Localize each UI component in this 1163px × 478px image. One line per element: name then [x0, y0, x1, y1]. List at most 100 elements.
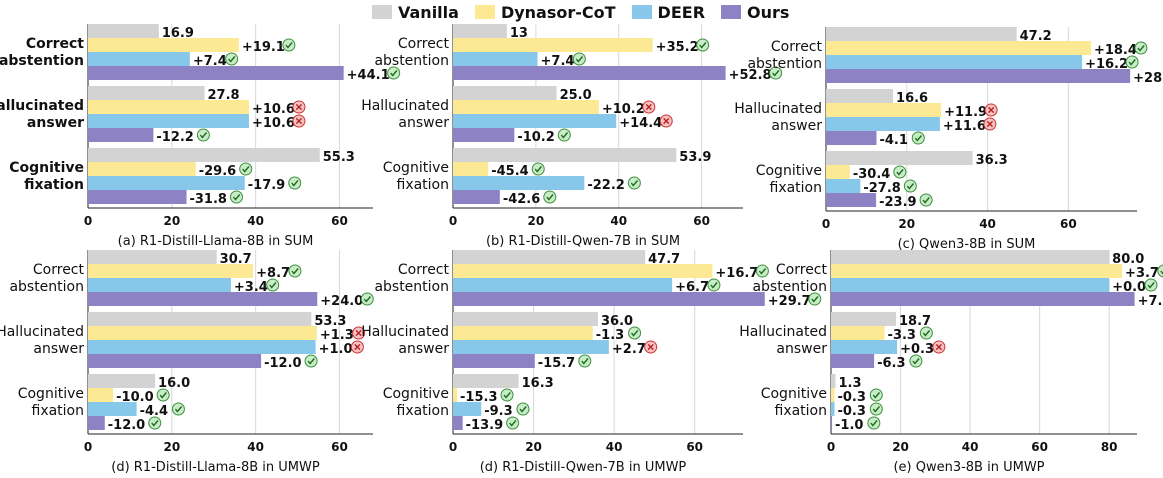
- cross-icon-mark: [295, 117, 303, 125]
- cross-icon: [932, 340, 946, 354]
- data-label-ours: -1.0: [835, 418, 863, 433]
- check-icon-mark: [291, 180, 299, 187]
- check-icon: [531, 162, 545, 176]
- data-label-dynasor: -3.3: [888, 328, 916, 343]
- bar-ours: [831, 292, 1135, 306]
- check-icon-circle: [755, 264, 769, 278]
- check-icon: [506, 416, 520, 430]
- bar-vanilla: [826, 151, 973, 165]
- check-icon-mark: [896, 169, 904, 176]
- check-icon-circle: [148, 416, 162, 430]
- bar-ours: [453, 190, 500, 204]
- category-label: answer: [398, 341, 449, 357]
- bar-vanilla: [453, 86, 557, 100]
- chart-d-qwen-umwp: 0 20 40 60 (d) R1-Distill-Qwen-7B in UMWP Cor…: [361, 250, 822, 475]
- check-icon-mark: [232, 194, 241, 201]
- check-icon-mark: [922, 197, 930, 204]
- bar-deer: [453, 114, 617, 128]
- legend-label-deer: DEER: [657, 2, 706, 22]
- x-tick-label: 40: [962, 440, 979, 454]
- check-icon: [696, 38, 710, 52]
- check-icon-circle: [171, 402, 185, 416]
- check-icon-circle: [919, 326, 933, 340]
- data-label-ours: -13.9: [466, 418, 503, 433]
- x-tick-label: 80: [1101, 440, 1118, 454]
- data-label-vanilla: 25.0: [560, 88, 592, 103]
- bar-vanilla: [831, 250, 1110, 264]
- data-label-vanilla: 16.0: [158, 376, 190, 391]
- chart-caption: (d) R1-Distill-Qwen-7B in UMWP: [480, 460, 687, 475]
- category-label: answer: [27, 115, 84, 131]
- check-icon: [557, 128, 571, 142]
- bar-ours: [453, 66, 726, 80]
- data-label-vanilla: 16.9: [162, 26, 194, 41]
- data-label-ours: +28.1: [1133, 71, 1163, 86]
- check-icon: [1134, 41, 1148, 55]
- data-label-dynasor: +10.2: [602, 102, 645, 117]
- check-icon-circle: [867, 416, 881, 430]
- bar-dynasor: [453, 326, 593, 340]
- check-icon-mark: [503, 392, 511, 399]
- data-label-ours: +7.3: [1138, 294, 1163, 309]
- chart-caption: (a) R1-Distill-Llama-8B in SUM: [118, 234, 314, 249]
- chart-a-llama-sum: 0 20 40 60 (a) R1-Distill-Llama-8B in SUM Cor…: [0, 24, 401, 249]
- data-label-deer: +3.4: [234, 280, 268, 295]
- data-label-deer: -9.3: [484, 404, 512, 419]
- check-icon: [1125, 55, 1139, 69]
- check-icon-circle: [578, 354, 592, 368]
- check-icon-circle: [869, 388, 883, 402]
- data-label-vanilla: 13: [510, 26, 528, 41]
- check-icon: [288, 176, 302, 190]
- check-icon-mark: [872, 406, 881, 413]
- legend-label-vanilla: Vanilla: [398, 2, 459, 22]
- data-label-ours: -12.0: [264, 356, 301, 371]
- bar-ours: [831, 416, 833, 430]
- check-icon-mark: [811, 296, 819, 303]
- data-label-deer: +0.3: [900, 342, 934, 357]
- data-label-dynasor: -45.4: [491, 164, 528, 179]
- cross-icon-mark: [986, 120, 993, 128]
- chart-caption: (b) R1-Distill-Qwen-7B in SUM: [486, 234, 680, 249]
- check-icon-mark: [912, 358, 920, 365]
- data-label-vanilla: 16.6: [896, 91, 928, 106]
- category-label: abstention: [374, 53, 449, 69]
- check-icon-mark: [228, 56, 236, 63]
- data-label-dynasor: -30.4: [853, 167, 890, 182]
- check-icon: [500, 388, 514, 402]
- x-tick-label: 0: [84, 214, 92, 228]
- check-icon-mark: [906, 183, 915, 190]
- check-icon-circle: [282, 38, 296, 52]
- check-icon: [919, 193, 933, 207]
- data-label-deer: -4.4: [140, 404, 168, 419]
- cross-icon-mark: [295, 103, 303, 111]
- bar-dynasor: [453, 38, 653, 52]
- bar-deer: [453, 340, 609, 354]
- data-label-vanilla: 36.3: [976, 153, 1008, 168]
- check-icon: [867, 416, 881, 430]
- check-icon-circle: [225, 52, 239, 66]
- category-label: abstention: [752, 279, 827, 295]
- check-icon-circle: [696, 38, 710, 52]
- cross-icon: [292, 114, 306, 128]
- data-label-deer: +6.7: [675, 280, 709, 295]
- category-label: Hallucinated: [0, 324, 84, 340]
- bar-ours: [88, 292, 318, 306]
- legend-swatch-dynasor: [474, 5, 495, 19]
- data-label-deer: +10.6: [252, 116, 295, 131]
- data-label-dynasor: +11.9: [944, 105, 987, 120]
- cross-icon: [642, 100, 656, 114]
- category-label: Cognitive: [383, 160, 449, 176]
- category-label: answer: [33, 341, 84, 357]
- x-tick-label: 0: [822, 217, 830, 231]
- data-label-deer: +11.6: [943, 119, 986, 134]
- category-label: Cognitive: [761, 386, 827, 402]
- bar-ours: [88, 190, 187, 204]
- bar-dynasor: [88, 100, 249, 114]
- check-icon: [628, 326, 642, 340]
- data-label-dynasor: -0.3: [837, 390, 865, 405]
- bar-ours: [88, 354, 262, 368]
- data-label-dynasor: +19.1: [242, 40, 285, 55]
- chart-caption: (c) Qwen3-8B in SUM: [898, 237, 1036, 252]
- check-icon: [903, 179, 917, 193]
- bar-dynasor: [88, 38, 239, 52]
